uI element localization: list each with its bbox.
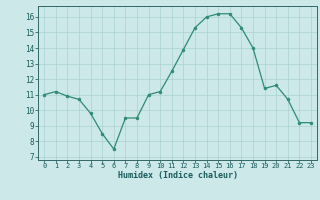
- X-axis label: Humidex (Indice chaleur): Humidex (Indice chaleur): [118, 171, 238, 180]
